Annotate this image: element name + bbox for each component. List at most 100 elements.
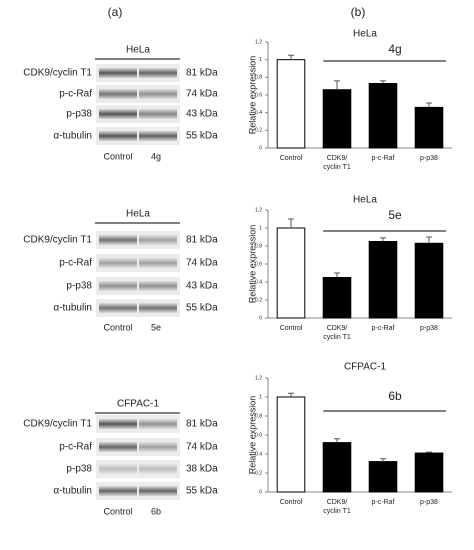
molecular-weight: 74 kDa xyxy=(186,258,218,269)
cell-line: HeLa xyxy=(126,209,150,220)
y-tick-label: 1.2 xyxy=(255,375,262,381)
molecular-weight: 81 kDa xyxy=(186,235,218,246)
x-tick-label: Control xyxy=(280,155,303,162)
bar xyxy=(414,452,444,493)
error-bar xyxy=(426,102,432,108)
band xyxy=(99,109,137,119)
band xyxy=(139,258,177,268)
bar xyxy=(368,83,398,149)
x-tick-label: p-c-Raf xyxy=(372,155,395,162)
molecular-weight: 55 kDa xyxy=(186,486,218,497)
y-tick-label: 0 xyxy=(259,489,262,495)
bar xyxy=(276,396,306,493)
band xyxy=(99,235,137,245)
y-axis-label: Relative expression xyxy=(247,56,257,135)
band xyxy=(139,486,177,496)
error-bar xyxy=(288,392,294,397)
x-tick-label: Control xyxy=(280,499,303,506)
y-tick-label: 0.4 xyxy=(255,451,262,457)
band xyxy=(139,303,177,313)
band xyxy=(139,464,177,474)
error-bar xyxy=(334,80,340,90)
error-bar xyxy=(380,80,386,84)
chart-title: HeLa xyxy=(353,29,377,40)
annotation: 4g xyxy=(388,42,401,56)
condition: Control xyxy=(103,506,132,516)
band xyxy=(99,442,137,452)
row-label: p-c-Raf xyxy=(59,442,92,453)
y-tick-label: 0.8 xyxy=(255,243,262,249)
molecular-weight: 43 kDa xyxy=(186,109,218,120)
bar xyxy=(322,277,352,319)
band xyxy=(99,68,137,78)
row-label: α-tubulin xyxy=(53,131,92,142)
band xyxy=(139,89,177,99)
molecular-weight: 74 kDa xyxy=(186,442,218,453)
molecular-weight: 81 kDa xyxy=(186,68,218,79)
y-tick-label: 0.8 xyxy=(255,75,262,81)
row-label: p-p38 xyxy=(66,281,92,292)
band xyxy=(99,258,137,268)
row-label: p-c-Raf xyxy=(59,89,92,100)
band xyxy=(139,442,177,452)
y-tick-label: 1 xyxy=(259,394,262,400)
row-label: p-p38 xyxy=(66,109,92,120)
band xyxy=(99,464,137,474)
band xyxy=(139,68,177,78)
x-tick-label: CDK9/cyclin T1 xyxy=(323,325,351,341)
error-bar xyxy=(334,438,340,443)
x-tick-label: Control xyxy=(280,325,303,332)
chart-title: CFPAC-1 xyxy=(344,362,386,373)
condition: 6b xyxy=(151,506,161,516)
molecular-weight: 81 kDa xyxy=(186,419,218,430)
molecular-weight: 55 kDa xyxy=(186,303,218,314)
x-tick-label: p-p38 xyxy=(420,499,438,506)
error-bar xyxy=(288,218,294,228)
y-tick-label: 0.4 xyxy=(255,279,262,285)
y-tick-label: 0.2 xyxy=(255,297,262,303)
y-tick-label: 0.6 xyxy=(255,92,262,98)
panel-label: (b) xyxy=(351,5,366,19)
x-tick-label: p-c-Raf xyxy=(372,499,395,506)
error-bar xyxy=(426,236,432,244)
y-tick-label: 1.2 xyxy=(255,207,262,213)
band xyxy=(139,235,177,245)
row-label: p-c-Raf xyxy=(59,258,92,269)
condition: Control xyxy=(103,151,132,161)
condition: 5e xyxy=(151,322,161,332)
row-label: α-tubulin xyxy=(53,303,92,314)
band xyxy=(99,89,137,99)
row-label: p-p38 xyxy=(66,464,92,475)
cell-line: HeLa xyxy=(126,45,150,56)
error-bar xyxy=(426,451,432,454)
y-tick-label: 0.2 xyxy=(255,470,262,476)
error-bar xyxy=(288,54,294,60)
bar xyxy=(322,442,352,493)
y-tick-label: 0.2 xyxy=(255,128,262,134)
y-tick-label: 1.2 xyxy=(255,39,262,45)
molecular-weight: 38 kDa xyxy=(186,464,218,475)
bar xyxy=(276,59,306,149)
row-label: CDK9/cyclin T1 xyxy=(23,235,92,246)
row-label: CDK9/cyclin T1 xyxy=(23,68,92,79)
y-tick-label: 0.6 xyxy=(255,261,262,267)
bar xyxy=(322,89,352,149)
band xyxy=(139,419,177,429)
panel-label: (a) xyxy=(108,5,123,19)
band xyxy=(139,109,177,119)
bar xyxy=(276,227,306,319)
band xyxy=(139,131,177,141)
x-tick-label: p-c-Raf xyxy=(372,325,395,332)
error-bar xyxy=(380,458,386,462)
bar xyxy=(368,461,398,493)
band xyxy=(139,281,177,291)
y-tick-label: 1 xyxy=(259,225,262,231)
y-tick-label: 1 xyxy=(259,57,262,63)
y-tick-label: 0 xyxy=(259,315,262,321)
bar xyxy=(368,241,398,319)
error-bar xyxy=(334,272,340,278)
molecular-weight: 74 kDa xyxy=(186,89,218,100)
row-label: α-tubulin xyxy=(53,486,92,497)
x-tick-label: CDK9/cyclin T1 xyxy=(323,155,351,171)
